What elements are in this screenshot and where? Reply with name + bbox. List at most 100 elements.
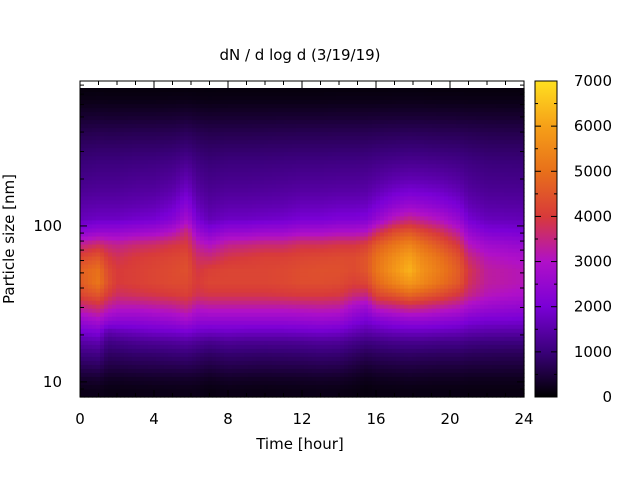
heatmap-cell (296, 352, 301, 358)
heatmap-cell (128, 236, 133, 242)
heatmap-cell (296, 288, 301, 294)
heatmap-cell (264, 308, 269, 314)
heatmap-cell (188, 324, 193, 330)
heatmap-cell (96, 380, 101, 386)
heatmap-cell (92, 304, 97, 310)
heatmap-cell (152, 212, 157, 218)
heatmap-cell (168, 356, 173, 362)
heatmap-cell (280, 224, 285, 230)
heatmap-cell (112, 252, 117, 258)
heatmap-cell (96, 216, 101, 222)
heatmap-cell (92, 128, 97, 133)
heatmap-cell (280, 168, 285, 173)
heatmap-cell (140, 196, 145, 201)
heatmap-cell (252, 124, 257, 129)
heatmap-cell (160, 368, 165, 374)
heatmap-cell (268, 108, 273, 113)
heatmap-cell (88, 384, 93, 390)
heatmap-cell (312, 196, 317, 201)
heatmap-cell (204, 216, 209, 222)
heatmap-cell (296, 292, 301, 298)
heatmap-cell (248, 188, 253, 193)
heatmap-cell (92, 272, 97, 278)
heatmap-cell (104, 112, 109, 117)
heatmap-cell (128, 208, 133, 213)
heatmap-cell (92, 100, 97, 105)
heatmap-cell (236, 212, 241, 218)
heatmap-cell (132, 376, 137, 382)
heatmap-cell (216, 216, 221, 222)
heatmap-cell (132, 364, 137, 370)
heatmap-cell (200, 260, 205, 266)
heatmap-cell (200, 320, 205, 326)
heatmap-cell (232, 304, 237, 310)
heatmap-cell (236, 240, 241, 246)
heatmap-cell (308, 360, 313, 366)
heatmap-cell (248, 196, 253, 201)
heatmap-cell (140, 292, 145, 298)
heatmap-cell (176, 204, 181, 209)
heatmap-cell (248, 156, 253, 161)
heatmap-cell (88, 260, 93, 266)
heatmap-cell (188, 192, 193, 197)
heatmap-cell (272, 264, 277, 270)
heatmap-cell (136, 160, 141, 165)
heatmap-cell (312, 124, 317, 129)
heatmap-cell (312, 344, 317, 350)
heatmap-cell (192, 336, 197, 342)
heatmap-cell (80, 164, 85, 169)
heatmap-cell (292, 372, 297, 378)
heatmap-cell (272, 228, 277, 234)
heatmap-cell (100, 152, 105, 157)
heatmap-cell (196, 108, 201, 113)
heatmap-cell (172, 272, 177, 278)
heatmap-cell (120, 204, 125, 209)
heatmap-cell (132, 128, 137, 133)
heatmap-cell (232, 348, 237, 354)
heatmap-cell (184, 124, 189, 129)
heatmap-cell (316, 112, 321, 117)
heatmap-cell (224, 308, 229, 314)
heatmap-cell (152, 128, 157, 133)
heatmap-cell (196, 276, 201, 282)
heatmap-cell (184, 200, 189, 205)
heatmap-cell (232, 160, 237, 165)
heatmap-cell (108, 152, 113, 157)
heatmap-cell (192, 316, 197, 322)
heatmap-cell (100, 260, 105, 266)
heatmap-cell (100, 208, 105, 213)
heatmap-cell (148, 112, 153, 117)
heatmap-cell (220, 348, 225, 354)
heatmap-cell (332, 392, 337, 398)
heatmap-cell (312, 184, 317, 189)
heatmap-cell (316, 92, 321, 97)
heatmap-cell (292, 288, 297, 294)
heatmap-cell (136, 200, 141, 205)
heatmap-cell (232, 316, 237, 322)
heatmap-cell (168, 224, 173, 230)
heatmap-cell (316, 136, 321, 141)
heatmap-cell (312, 228, 317, 234)
heatmap-cell (328, 364, 333, 370)
heatmap-cell (220, 344, 225, 350)
heatmap-cell (280, 200, 285, 205)
heatmap-cell (256, 328, 261, 334)
heatmap-cell (232, 344, 237, 350)
heatmap-cell (136, 264, 141, 270)
heatmap-cell (220, 248, 225, 254)
heatmap-cell (292, 328, 297, 334)
heatmap-cell (124, 248, 129, 254)
heatmap-cell (316, 384, 321, 390)
heatmap-cell (96, 192, 101, 197)
heatmap-cell (288, 156, 293, 161)
heatmap-cell (268, 300, 273, 306)
heatmap-cell (296, 320, 301, 326)
heatmap-cell (308, 364, 313, 370)
heatmap-cell (220, 340, 225, 346)
heatmap-cell (272, 280, 277, 286)
heatmap-cell (328, 356, 333, 362)
heatmap-cell (216, 308, 221, 314)
heatmap-cell (244, 316, 249, 322)
heatmap-cell (328, 284, 333, 290)
heatmap-cell (316, 316, 321, 322)
